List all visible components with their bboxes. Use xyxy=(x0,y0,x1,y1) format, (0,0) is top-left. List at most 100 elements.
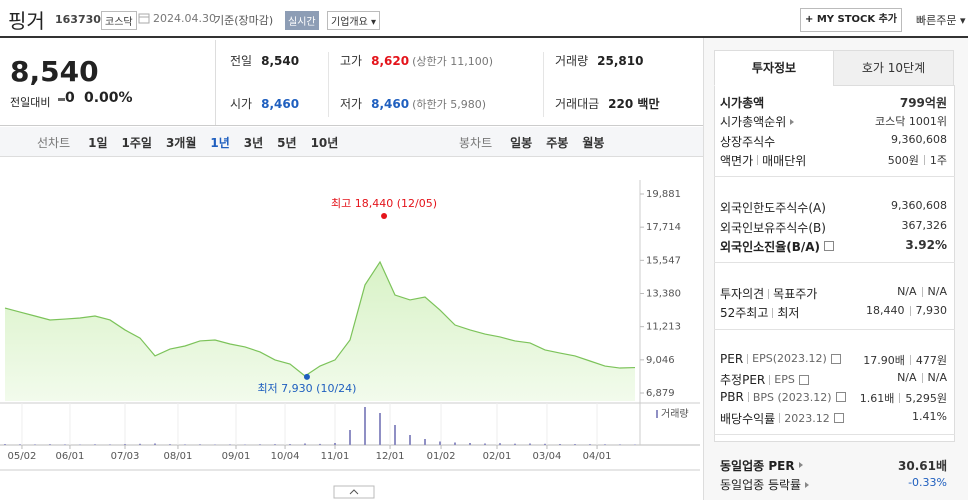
stock-code: 163730 xyxy=(55,13,101,26)
quick-order[interactable]: 빠른주문 ▾ xyxy=(916,14,966,27)
info-value-part: N/A xyxy=(897,285,917,299)
info-label-part: PER xyxy=(720,351,744,366)
chart-tab[interactable]: 3년 xyxy=(243,136,264,150)
x-tick-label: 10/04 xyxy=(271,451,300,462)
x-tick-label: 06/01 xyxy=(56,451,85,462)
info-value: 799억원 xyxy=(900,94,947,111)
info-value-part: 9,360,608 xyxy=(891,132,947,146)
volume-bar xyxy=(154,443,156,445)
invest-tab[interactable]: 투자정보 xyxy=(714,50,834,86)
info-value-part: 500원 xyxy=(887,153,919,167)
volume-bar xyxy=(94,444,96,445)
volume-bar xyxy=(244,444,246,445)
info-label: 투자의견 목표주가 xyxy=(720,285,817,302)
arrow-icon xyxy=(805,481,810,488)
change-label: 전일대비 xyxy=(10,96,51,109)
group-rule xyxy=(714,262,955,264)
quick-order-label: 빠른주문 xyxy=(916,14,957,27)
info-value-part: 1.61배 xyxy=(859,392,895,406)
x-tick-label: 07/03 xyxy=(111,451,140,462)
info-label-part: 시가총액 xyxy=(720,96,765,110)
mystock-button[interactable]: + MY STOCK 추가 xyxy=(800,8,902,32)
chart-tab[interactable]: 1주일 xyxy=(121,136,152,150)
volume-bar xyxy=(469,443,471,445)
x-tick-label: 05/02 xyxy=(8,451,37,462)
info-value: 17.90배 477원 xyxy=(863,352,947,368)
group-rule xyxy=(714,433,955,435)
info-value-part: 1주 xyxy=(929,153,947,167)
info-label: PER EPS(2023.12) xyxy=(720,352,841,366)
volume-bar xyxy=(424,439,426,445)
volume-bar xyxy=(559,444,561,445)
volume-bar xyxy=(409,435,411,445)
info-value: 1.61배 5,295원 xyxy=(860,390,947,406)
volume-bar xyxy=(439,441,441,445)
quote-value: 8,460 xyxy=(261,97,300,111)
info-label-part: 추정PER xyxy=(720,373,766,387)
quote-label: 전일 xyxy=(230,54,253,68)
collapse-icon xyxy=(349,489,359,495)
info-value-part: 799억원 xyxy=(899,96,947,110)
price-line xyxy=(4,260,636,377)
quote-cell: 시가 8,460 xyxy=(230,95,299,112)
help-icon[interactable] xyxy=(833,413,844,424)
volume-bar xyxy=(499,443,501,445)
info-value: -0.33% xyxy=(908,476,947,489)
quote-cell: 저가 8,460 (하한가 5,980) xyxy=(340,95,486,112)
info-value: 500원 1주 xyxy=(888,152,947,168)
quote-label: 거래대금 xyxy=(555,97,600,111)
chart-tab[interactable]: 주봉 xyxy=(546,136,569,150)
volume-bar xyxy=(19,444,21,445)
chart-tab[interactable]: 월봉 xyxy=(582,136,605,150)
calendar-icon xyxy=(138,13,150,24)
info-value-part: 5,295원 xyxy=(905,392,947,406)
volume-bar xyxy=(394,425,396,445)
help-icon[interactable] xyxy=(830,353,841,364)
invest-tab[interactable]: 호가 10단계 xyxy=(833,50,954,86)
info-value-part: 18,440 xyxy=(866,304,905,318)
info-label-part: 액면가 xyxy=(720,153,754,168)
realtime-badge[interactable]: 실시간 xyxy=(285,11,319,30)
chart-tab[interactable]: 일봉 xyxy=(510,136,533,150)
quote-label: 시가 xyxy=(230,97,253,111)
volume-bar xyxy=(214,444,216,445)
volume-bar xyxy=(574,444,576,445)
chart-tab[interactable]: 5년 xyxy=(277,136,297,150)
sep xyxy=(772,307,774,318)
info-value: 1.41% xyxy=(912,410,947,423)
info-value: 367,326 xyxy=(902,219,948,232)
volume-bar xyxy=(124,444,126,445)
x-tick-label: 12/01 xyxy=(376,451,405,462)
group-rule xyxy=(714,176,955,178)
volume-bar xyxy=(484,443,486,445)
overview-dropdown[interactable]: 기업개요 ▾ xyxy=(327,11,381,30)
volume-bar xyxy=(334,443,336,445)
chart-tab[interactable]: 10년 xyxy=(310,136,339,150)
info-label: 동일업종 등락률 xyxy=(720,476,810,493)
quote-sub: (하한가 5,980) xyxy=(412,98,486,111)
volume-bar xyxy=(349,430,351,445)
help-icon[interactable] xyxy=(824,241,835,252)
volume-bar xyxy=(64,444,66,445)
volume-bar xyxy=(364,407,366,445)
y-tick-label: 15,547 xyxy=(646,255,681,266)
help-icon[interactable] xyxy=(835,392,846,403)
sep xyxy=(757,155,759,166)
chart-tab[interactable]: 1년 xyxy=(210,136,230,150)
quote-value: 220 백만 xyxy=(608,97,660,111)
info-label-part: 투자의견 xyxy=(720,287,765,302)
volume-bar xyxy=(109,444,111,445)
volume-bar xyxy=(619,444,621,445)
sep xyxy=(921,372,923,383)
chart-tab[interactable]: 3개월 xyxy=(165,136,197,150)
volume-bar xyxy=(34,444,36,445)
volume-bar xyxy=(304,443,306,445)
help-icon[interactable] xyxy=(798,374,809,385)
collapse-button[interactable] xyxy=(333,485,375,499)
info-label-part: 52주최고 xyxy=(720,306,769,321)
quote-label: 저가 xyxy=(340,97,363,111)
volume-bar xyxy=(319,443,321,445)
volume-bar xyxy=(529,443,531,445)
chart-tab[interactable]: 1일 xyxy=(88,136,108,150)
x-tick-label: 08/01 xyxy=(164,451,193,462)
